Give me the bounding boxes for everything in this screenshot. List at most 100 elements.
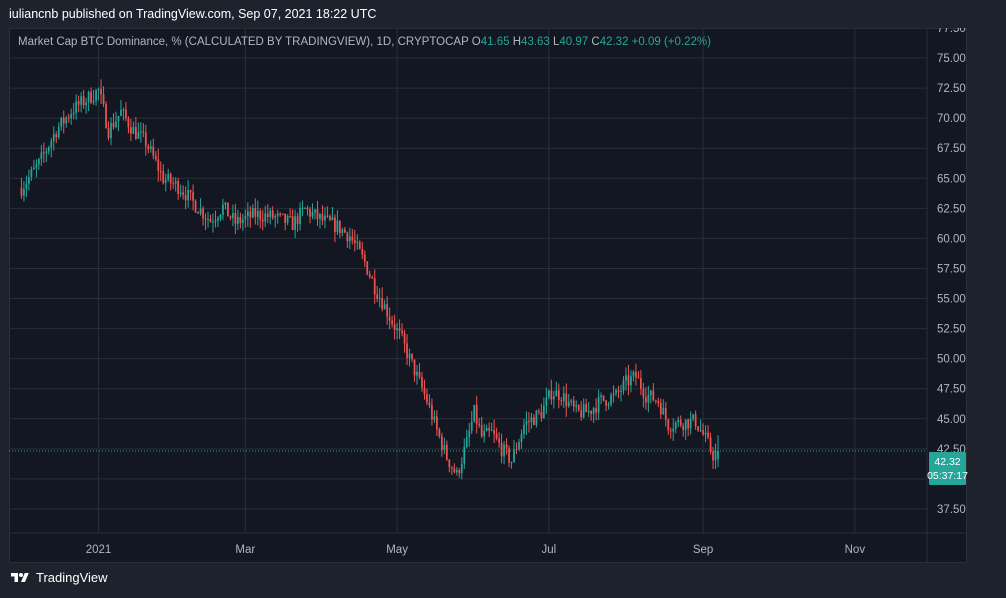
candle-body bbox=[413, 359, 416, 376]
candle-body bbox=[341, 229, 344, 234]
candle-body bbox=[431, 405, 433, 420]
candle-body bbox=[600, 395, 602, 397]
candle-body bbox=[523, 424, 525, 435]
candle-body bbox=[319, 214, 321, 219]
candle-body bbox=[605, 400, 607, 406]
candle-body bbox=[610, 395, 612, 405]
candle-body bbox=[645, 397, 647, 403]
legend-high-value: 43.63 bbox=[521, 36, 550, 48]
candle-body bbox=[612, 393, 615, 396]
candle-body bbox=[219, 214, 222, 219]
candle-body bbox=[291, 216, 294, 230]
candle-body bbox=[503, 444, 505, 457]
legend-open-label: O bbox=[471, 36, 481, 48]
candle-body bbox=[239, 217, 242, 224]
x-tick-label: May bbox=[386, 544, 408, 556]
candle-body bbox=[597, 396, 600, 413]
candle-body bbox=[77, 101, 80, 105]
candle-body bbox=[189, 190, 192, 193]
legend-symbol: Market Cap BTC Dominance, % (CALCULATED … bbox=[18, 36, 469, 48]
candle-body bbox=[204, 218, 207, 220]
candle-body bbox=[585, 404, 588, 413]
candle-body bbox=[202, 208, 204, 219]
candle-body bbox=[587, 410, 590, 413]
candle-body bbox=[97, 89, 100, 91]
candle-body bbox=[30, 169, 33, 177]
candle-body bbox=[224, 202, 227, 205]
candle-body bbox=[647, 395, 650, 403]
candle-body bbox=[187, 190, 189, 201]
candle-body bbox=[343, 229, 346, 233]
candle-body bbox=[135, 126, 137, 139]
candle-body bbox=[550, 390, 553, 400]
candle-body bbox=[62, 117, 65, 124]
candle-body bbox=[334, 217, 336, 233]
tradingview-logo-icon bbox=[11, 572, 29, 582]
candle-body bbox=[321, 214, 324, 221]
candle-body bbox=[149, 146, 152, 149]
candle-body bbox=[237, 217, 239, 224]
candle-body bbox=[241, 219, 244, 224]
candle-body bbox=[182, 192, 185, 195]
y-tick-label: 52.50 bbox=[937, 324, 966, 336]
candle-body bbox=[336, 220, 339, 233]
candle-body bbox=[35, 164, 38, 168]
candle-body bbox=[669, 430, 672, 432]
candle-body bbox=[455, 469, 458, 473]
candle-body bbox=[702, 430, 704, 435]
candle-body bbox=[543, 405, 545, 419]
candle-body bbox=[244, 215, 247, 220]
candle-body bbox=[632, 372, 635, 377]
candle-body bbox=[361, 248, 364, 255]
candle-body bbox=[197, 212, 199, 214]
candle-body bbox=[493, 430, 495, 434]
candle-body bbox=[304, 208, 306, 210]
candle-body bbox=[657, 400, 660, 403]
y-tick-label: 60.00 bbox=[937, 233, 966, 245]
x-tick-label: Nov bbox=[845, 544, 866, 556]
candle-body bbox=[326, 215, 329, 217]
candle-body bbox=[301, 208, 304, 210]
candle-body bbox=[184, 194, 187, 201]
candle-body bbox=[498, 438, 500, 443]
candle-body bbox=[368, 274, 371, 277]
y-tick-label: 70.00 bbox=[937, 113, 966, 125]
x-tick-label: 2021 bbox=[86, 544, 112, 556]
candle-body bbox=[659, 402, 662, 415]
candle-body bbox=[259, 210, 262, 220]
candle-body bbox=[281, 213, 284, 215]
candle-body bbox=[582, 404, 585, 418]
candle-body bbox=[433, 416, 436, 420]
candle-body bbox=[445, 444, 448, 460]
candle-body bbox=[495, 433, 498, 439]
candle-body bbox=[625, 375, 627, 381]
candle-body bbox=[617, 390, 620, 392]
candle-body bbox=[580, 410, 583, 418]
candle-body bbox=[483, 431, 486, 437]
candle-body bbox=[488, 427, 491, 431]
candle-body bbox=[712, 451, 714, 461]
candle-body bbox=[687, 419, 690, 429]
candle-body bbox=[152, 146, 155, 156]
candle-body bbox=[500, 442, 503, 457]
candle-body bbox=[264, 213, 267, 222]
candle-body bbox=[635, 372, 637, 378]
candle-body bbox=[117, 115, 120, 122]
price-chart[interactable]: 77.50 75.00 72.50 70.00 67.50 65.00 62.50 60.00… bbox=[9, 28, 967, 563]
brand-name: TradingView bbox=[36, 570, 108, 585]
candle-body bbox=[557, 390, 560, 401]
legend-low-label: L bbox=[552, 36, 560, 48]
candle-body bbox=[125, 109, 127, 119]
candle-body bbox=[391, 320, 393, 325]
candle-body bbox=[692, 414, 695, 419]
candle-body bbox=[535, 410, 538, 425]
candle-body bbox=[110, 122, 112, 138]
candle-body bbox=[179, 192, 182, 194]
chart-frame[interactable] bbox=[9, 28, 967, 563]
candle-body bbox=[443, 444, 446, 450]
candle-body bbox=[383, 304, 386, 310]
candle-body bbox=[87, 91, 90, 103]
tradingview-brand[interactable]: TradingView bbox=[9, 570, 108, 585]
y-tick-label: 67.50 bbox=[937, 143, 966, 155]
candle-body bbox=[269, 210, 272, 217]
